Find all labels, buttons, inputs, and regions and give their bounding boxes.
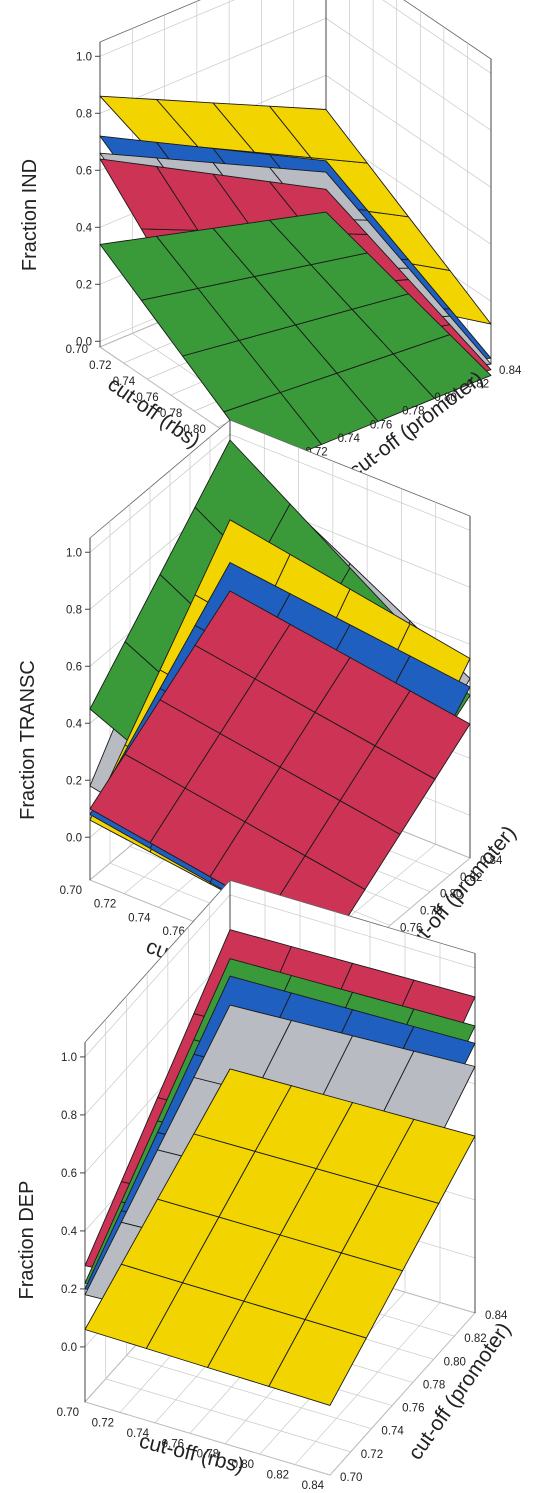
surface-patch: [99, 235, 199, 301]
rbs-tick-label: 0.70: [66, 344, 88, 356]
promoter-tick-label: 0.80: [444, 1356, 466, 1368]
floor-grid-line: [294, 1302, 441, 1465]
rbs-tick-label: 0.72: [94, 899, 116, 911]
surface-patch: [84, 1263, 183, 1349]
promoter-tick-label: 0.74: [338, 433, 361, 445]
y-tick-label: 0.2: [61, 1284, 77, 1296]
y-tick-label: 0.8: [76, 108, 92, 120]
y-tick-label: 0.2: [66, 775, 82, 787]
y-tick-label: 0.6: [66, 661, 82, 673]
promoter-tick-label: 0.80: [434, 392, 456, 404]
promoter-tick-label: 0.70: [340, 1472, 362, 1484]
rbs-tick-label: 0.80: [232, 1459, 254, 1471]
y-tick-label: 0.4: [66, 718, 83, 730]
rbs-tick-label: 0.70: [57, 1407, 79, 1419]
promoter-tick-label: 0.74: [381, 1426, 404, 1438]
surface-5: [99, 211, 492, 469]
floor-grid-line: [329, 1312, 476, 1476]
y-tick-label: 0.8: [66, 604, 82, 616]
y-tick-label: 1.0: [76, 51, 92, 63]
promoter-tick-label: 0.84: [485, 1310, 508, 1322]
floor-grid-line: [126, 1355, 372, 1430]
y-tick-label: 0.0: [76, 336, 92, 348]
rbs-tick-label: 0.76: [162, 1438, 184, 1450]
promoter-tick-label: 0.78: [420, 906, 442, 918]
rbs-tick-label: 0.82: [267, 1470, 289, 1482]
rbs-tick-label: 0.70: [60, 885, 82, 897]
rbs-tick-label: 0.80: [183, 424, 205, 436]
rbs-tick-label: 0.74: [128, 912, 151, 924]
promoter-tick-label: 0.78: [402, 406, 424, 418]
rbs-tick-label: 0.72: [92, 1417, 114, 1429]
height-grid-line: [99, 0, 492, 74]
y-tick-label: 0.0: [66, 832, 82, 844]
y-tick-label: 0.8: [61, 1110, 77, 1122]
rbs-tick-label: 0.84: [302, 1480, 325, 1492]
promoter-tick-label: 0.76: [370, 419, 392, 431]
promoter-tick-label: 0.76: [400, 922, 422, 934]
promoter-tick-label: 0.84: [480, 855, 503, 867]
promoter-tick-label: 0.78: [423, 1379, 445, 1391]
floor-grid-line: [84, 1401, 331, 1476]
y-tick-label: 1.0: [66, 547, 82, 559]
y-axis-title: Fraction DEP: [16, 1181, 38, 1300]
rbs-tick-label: 0.74: [113, 376, 136, 388]
y-tick-label: 0.6: [76, 165, 92, 177]
y-tick-label: 0.4: [61, 1226, 78, 1238]
rbs-tick-label: 0.74: [127, 1428, 150, 1440]
y-tick-label: 1.0: [61, 1052, 77, 1064]
rbs-tick-label: 0.76: [162, 926, 184, 938]
surface-5: [84, 1068, 476, 1406]
y-axis-title: Fraction IND: [19, 159, 41, 271]
y-tick-label: 0.6: [61, 1168, 77, 1180]
promoter-tick-label: 0.76: [402, 1403, 424, 1415]
y-tick-label: 0.0: [61, 1342, 77, 1354]
promoter-tick-label: 0.82: [467, 379, 489, 391]
promoter-tick-label: 0.82: [460, 872, 482, 884]
y-tick-label: 0.4: [76, 222, 93, 234]
rbs-tick-label: 0.78: [197, 1449, 219, 1461]
promoter-tick-label: 0.72: [361, 1449, 383, 1461]
y-axis-title: Fraction TRANSC: [17, 660, 39, 820]
rbs-tick-label: 0.78: [160, 408, 182, 420]
y-tick-label: 0.2: [76, 279, 92, 291]
rbs-tick-label: 0.72: [89, 360, 111, 372]
chart-panel-1: 0.00.20.40.60.81.00.700.720.740.760.780.…: [19, 0, 522, 483]
surface-patch: [89, 753, 186, 844]
promoter-tick-label: 0.84: [499, 365, 522, 377]
rbs-tick-label: 0.76: [136, 392, 158, 404]
promoter-tick-label: 0.82: [464, 1333, 486, 1345]
promoter-tick-label: 0.80: [440, 889, 462, 901]
floor-grid-line: [105, 1378, 351, 1453]
chart-panel-3: 0.0 0.2 0.4 0.6 0.8 1.0 0.70 0.72 0.74 0.76 0.78 0.…: [16, 879, 516, 1492]
